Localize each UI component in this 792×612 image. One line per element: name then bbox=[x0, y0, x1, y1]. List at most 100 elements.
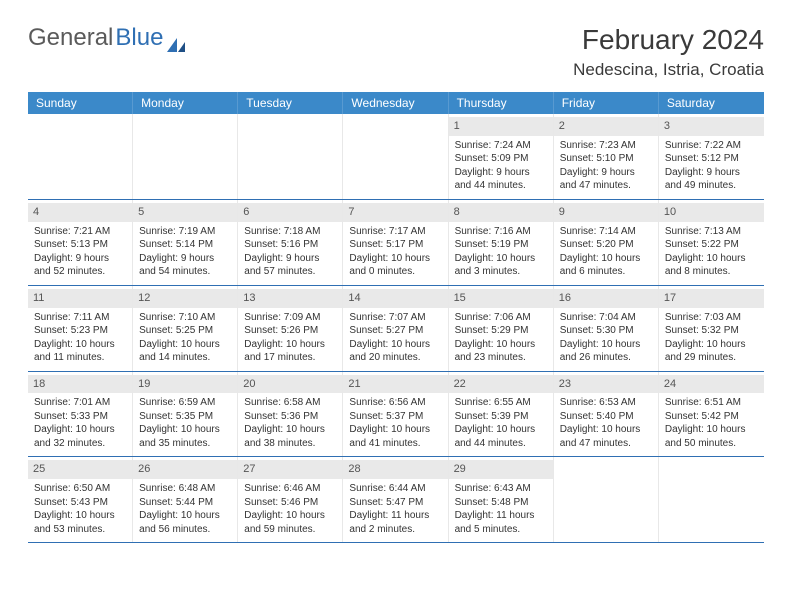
day-cell: 17Sunrise: 7:03 AMSunset: 5:32 PMDayligh… bbox=[659, 286, 764, 371]
daylight-line: Daylight: 11 hours bbox=[349, 509, 441, 523]
sunset-line: Sunset: 5:42 PM bbox=[665, 410, 758, 424]
sunrise-line: Sunrise: 6:59 AM bbox=[139, 396, 231, 410]
day-number: 25 bbox=[28, 460, 132, 479]
daylight-line2: and 59 minutes. bbox=[244, 523, 336, 537]
daylight-line2: and 52 minutes. bbox=[34, 265, 126, 279]
day-cell: 28 Sunrise: 6:44 AMSunset: 5:47 PMDayligh… bbox=[343, 457, 448, 542]
weekday-header: Wednesday bbox=[343, 92, 448, 114]
sunrise-line: Sunrise: 7:18 AM bbox=[244, 225, 336, 239]
empty-day-cell bbox=[659, 457, 764, 542]
day-number: 17 bbox=[659, 289, 764, 308]
daylight-line2: and 47 minutes. bbox=[560, 437, 652, 451]
day-cell: 27Sunrise: 6:46 AMSunset: 5:46 PMDayligh… bbox=[238, 457, 343, 542]
day-cell: 29Sunrise: 6:43 AMSunset: 5:48 PMDayligh… bbox=[449, 457, 554, 542]
daylight-line2: and 38 minutes. bbox=[244, 437, 336, 451]
daylight-line2: and 41 minutes. bbox=[349, 437, 441, 451]
sunrise-line: Sunrise: 6:43 AM bbox=[455, 482, 547, 496]
sunset-line: Sunset: 5:46 PM bbox=[244, 496, 336, 510]
daylight-line: Daylight: 9 hours bbox=[244, 252, 336, 266]
sunrise-line: Sunrise: 6:58 AM bbox=[244, 396, 336, 410]
day-cell: 7Sunrise: 7:17 AMSunset: 5:17 PMDaylight… bbox=[343, 200, 448, 285]
day-cell: 3Sunrise: 7:22 AMSunset: 5:12 PMDaylight… bbox=[659, 114, 764, 199]
empty-day-cell bbox=[238, 114, 343, 199]
daylight-line2: and 56 minutes. bbox=[139, 523, 231, 537]
weekday-header: Sunday bbox=[28, 92, 133, 114]
daylight-line2: and 6 minutes. bbox=[560, 265, 652, 279]
sunset-line: Sunset: 5:30 PM bbox=[560, 324, 652, 338]
day-number: 4 bbox=[28, 203, 132, 222]
day-number: 3 bbox=[659, 117, 764, 136]
daylight-line: Daylight: 10 hours bbox=[244, 338, 336, 352]
sunrise-line: Sunrise: 7:03 AM bbox=[665, 311, 758, 325]
daylight-line: Daylight: 10 hours bbox=[139, 509, 231, 523]
day-cell: 13Sunrise: 7:09 AMSunset: 5:26 PMDayligh… bbox=[238, 286, 343, 371]
sunset-line: Sunset: 5:12 PM bbox=[665, 152, 758, 166]
weeks-container: 1Sunrise: 7:24 AMSunset: 5:09 PMDaylight… bbox=[28, 114, 764, 543]
sunrise-line: Sunrise: 7:10 AM bbox=[139, 311, 231, 325]
empty-day-cell bbox=[133, 114, 238, 199]
daylight-line2: and 17 minutes. bbox=[244, 351, 336, 365]
daylight-line: Daylight: 9 hours bbox=[560, 166, 652, 180]
sunset-line: Sunset: 5:09 PM bbox=[455, 152, 547, 166]
sunset-line: Sunset: 5:13 PM bbox=[34, 238, 126, 252]
sunset-line: Sunset: 5:17 PM bbox=[349, 238, 441, 252]
daylight-line2: and 57 minutes. bbox=[244, 265, 336, 279]
day-number: 19 bbox=[133, 375, 237, 394]
day-cell: 16Sunrise: 7:04 AMSunset: 5:30 PMDayligh… bbox=[554, 286, 659, 371]
weekday-header: Thursday bbox=[449, 92, 554, 114]
daylight-line: Daylight: 10 hours bbox=[349, 423, 441, 437]
day-cell: 23Sunrise: 6:53 AMSunset: 5:40 PMDayligh… bbox=[554, 372, 659, 457]
daylight-line: Daylight: 10 hours bbox=[455, 252, 547, 266]
daylight-line2: and 5 minutes. bbox=[455, 523, 547, 537]
weekday-header: Tuesday bbox=[238, 92, 343, 114]
sunset-line: Sunset: 5:37 PM bbox=[349, 410, 441, 424]
daylight-line2: and 8 minutes. bbox=[665, 265, 758, 279]
day-number: 14 bbox=[343, 289, 447, 308]
calendar: SundayMondayTuesdayWednesdayThursdayFrid… bbox=[28, 92, 764, 543]
day-cell: 19Sunrise: 6:59 AMSunset: 5:35 PMDayligh… bbox=[133, 372, 238, 457]
day-number: 1 bbox=[449, 117, 553, 136]
day-number: 15 bbox=[449, 289, 553, 308]
sunrise-line: Sunrise: 7:09 AM bbox=[244, 311, 336, 325]
sunrise-line: Sunrise: 7:21 AM bbox=[34, 225, 126, 239]
day-cell: 15Sunrise: 7:06 AMSunset: 5:29 PMDayligh… bbox=[449, 286, 554, 371]
daylight-line: Daylight: 10 hours bbox=[34, 338, 126, 352]
day-number: 22 bbox=[449, 375, 553, 394]
sunset-line: Sunset: 5:47 PM bbox=[349, 496, 441, 510]
daylight-line2: and 49 minutes. bbox=[665, 179, 758, 193]
day-number: 6 bbox=[238, 203, 342, 222]
logo-text-gray: General bbox=[28, 24, 113, 52]
empty-day-cell bbox=[554, 457, 659, 542]
sunrise-line: Sunrise: 7:16 AM bbox=[455, 225, 547, 239]
daylight-line2: and 14 minutes. bbox=[139, 351, 231, 365]
sunrise-line: Sunrise: 7:07 AM bbox=[349, 311, 441, 325]
sunrise-line: Sunrise: 6:48 AM bbox=[139, 482, 231, 496]
sunset-line: Sunset: 5:36 PM bbox=[244, 410, 336, 424]
day-number: 8 bbox=[449, 203, 553, 222]
daylight-line2: and 44 minutes. bbox=[455, 437, 547, 451]
sunrise-line: Sunrise: 6:53 AM bbox=[560, 396, 652, 410]
sunset-line: Sunset: 5:19 PM bbox=[455, 238, 547, 252]
weekday-header-row: SundayMondayTuesdayWednesdayThursdayFrid… bbox=[28, 92, 764, 114]
sunrise-line: Sunrise: 6:44 AM bbox=[349, 482, 441, 496]
daylight-line2: and 47 minutes. bbox=[560, 179, 652, 193]
day-number: 12 bbox=[133, 289, 237, 308]
sunset-line: Sunset: 5:20 PM bbox=[560, 238, 652, 252]
day-cell: 24Sunrise: 6:51 AMSunset: 5:42 PMDayligh… bbox=[659, 372, 764, 457]
daylight-line2: and 54 minutes. bbox=[139, 265, 231, 279]
day-cell: 11Sunrise: 7:11 AMSunset: 5:23 PMDayligh… bbox=[28, 286, 133, 371]
daylight-line2: and 2 minutes. bbox=[349, 523, 441, 537]
logo-text-blue: Blue bbox=[115, 24, 163, 52]
day-cell: 8 Sunrise: 7:16 AMSunset: 5:19 PMDaylight… bbox=[449, 200, 554, 285]
sunrise-line: Sunrise: 7:22 AM bbox=[665, 139, 758, 153]
daylight-line2: and 53 minutes. bbox=[34, 523, 126, 537]
day-number: 29 bbox=[449, 460, 553, 479]
weekday-header: Friday bbox=[554, 92, 659, 114]
sunset-line: Sunset: 5:27 PM bbox=[349, 324, 441, 338]
daylight-line: Daylight: 10 hours bbox=[665, 423, 758, 437]
sunrise-line: Sunrise: 6:50 AM bbox=[34, 482, 126, 496]
day-number: 18 bbox=[28, 375, 132, 394]
daylight-line: Daylight: 10 hours bbox=[139, 338, 231, 352]
daylight-line2: and 32 minutes. bbox=[34, 437, 126, 451]
day-number: 28 bbox=[343, 460, 447, 479]
